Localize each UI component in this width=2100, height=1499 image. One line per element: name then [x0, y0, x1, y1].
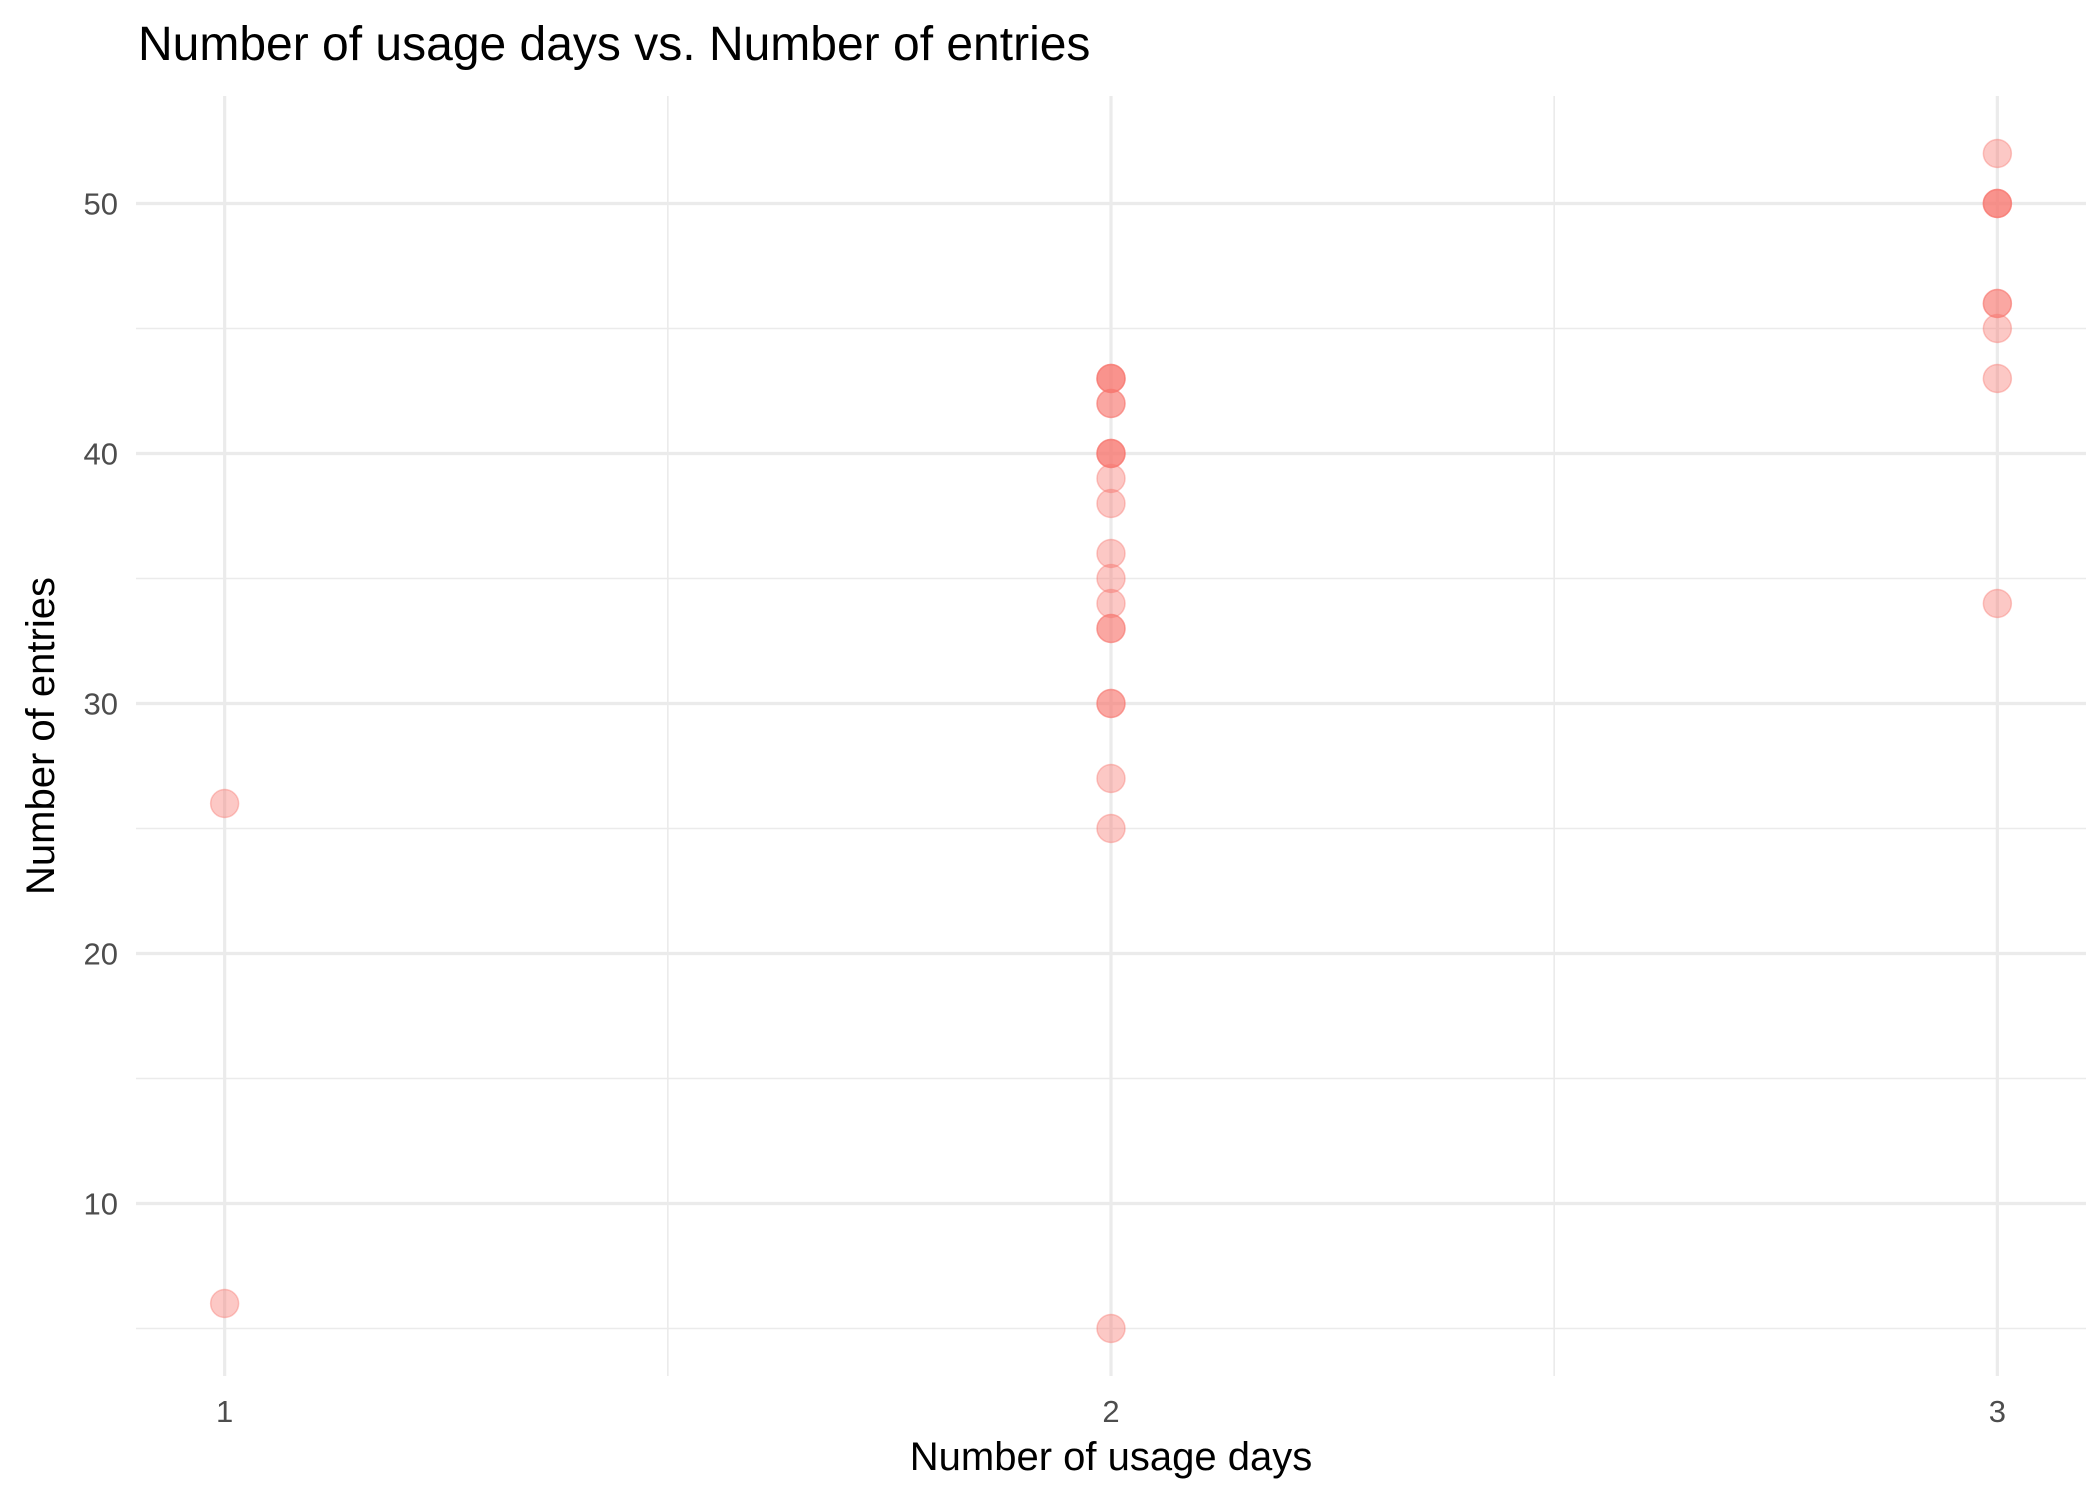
data-point: [1982, 288, 2013, 319]
data-points: [209, 138, 2013, 1344]
y-tick-label: 30: [84, 687, 118, 722]
data-point: [1096, 363, 1126, 394]
tick-labels: 10 20 30 40 50 1 2 3: [84, 187, 2006, 1430]
y-tick-label: 10: [84, 1187, 118, 1222]
y-tick-label: 40: [84, 437, 118, 472]
data-point: [1982, 313, 2013, 344]
data-point: [1096, 613, 1126, 644]
data-point: [209, 1288, 240, 1319]
data-point: [1982, 363, 2013, 394]
data-point: [1096, 438, 1126, 469]
data-point: [1096, 438, 1126, 469]
x-tick-label: 2: [1102, 1394, 1119, 1429]
data-point: [1096, 688, 1126, 719]
data-point: [1096, 588, 1126, 619]
data-point: [1096, 463, 1126, 494]
data-point: [1096, 563, 1126, 594]
data-point: [1096, 363, 1126, 394]
x-tick-label: 3: [1989, 1394, 2006, 1429]
data-point: [1096, 613, 1126, 644]
data-point: [1096, 813, 1126, 844]
data-point: [209, 788, 240, 819]
y-axis-title: Number of entries: [19, 577, 63, 895]
y-tick-label: 20: [84, 937, 118, 972]
data-point: [1096, 363, 1126, 394]
data-point: [1982, 138, 2013, 169]
data-point: [1982, 188, 2013, 219]
data-point: [1096, 688, 1126, 719]
grid: [136, 96, 2086, 1376]
y-tick-label: 50: [84, 187, 118, 222]
data-point: [1096, 388, 1126, 419]
data-point: [1982, 588, 2013, 619]
data-point: [1096, 538, 1126, 569]
x-tick-label: 1: [216, 1394, 233, 1429]
data-point: [1096, 438, 1126, 469]
data-point: [1982, 288, 2013, 319]
data-point: [1096, 388, 1126, 419]
chart-title: Number of usage days vs. Number of entri…: [138, 18, 1090, 71]
data-point: [1982, 188, 2013, 219]
data-point: [1982, 188, 2013, 219]
x-axis-title: Number of usage days: [910, 1435, 1312, 1479]
data-point: [1096, 1313, 1126, 1344]
data-point: [1096, 763, 1126, 794]
data-point: [1096, 488, 1126, 519]
